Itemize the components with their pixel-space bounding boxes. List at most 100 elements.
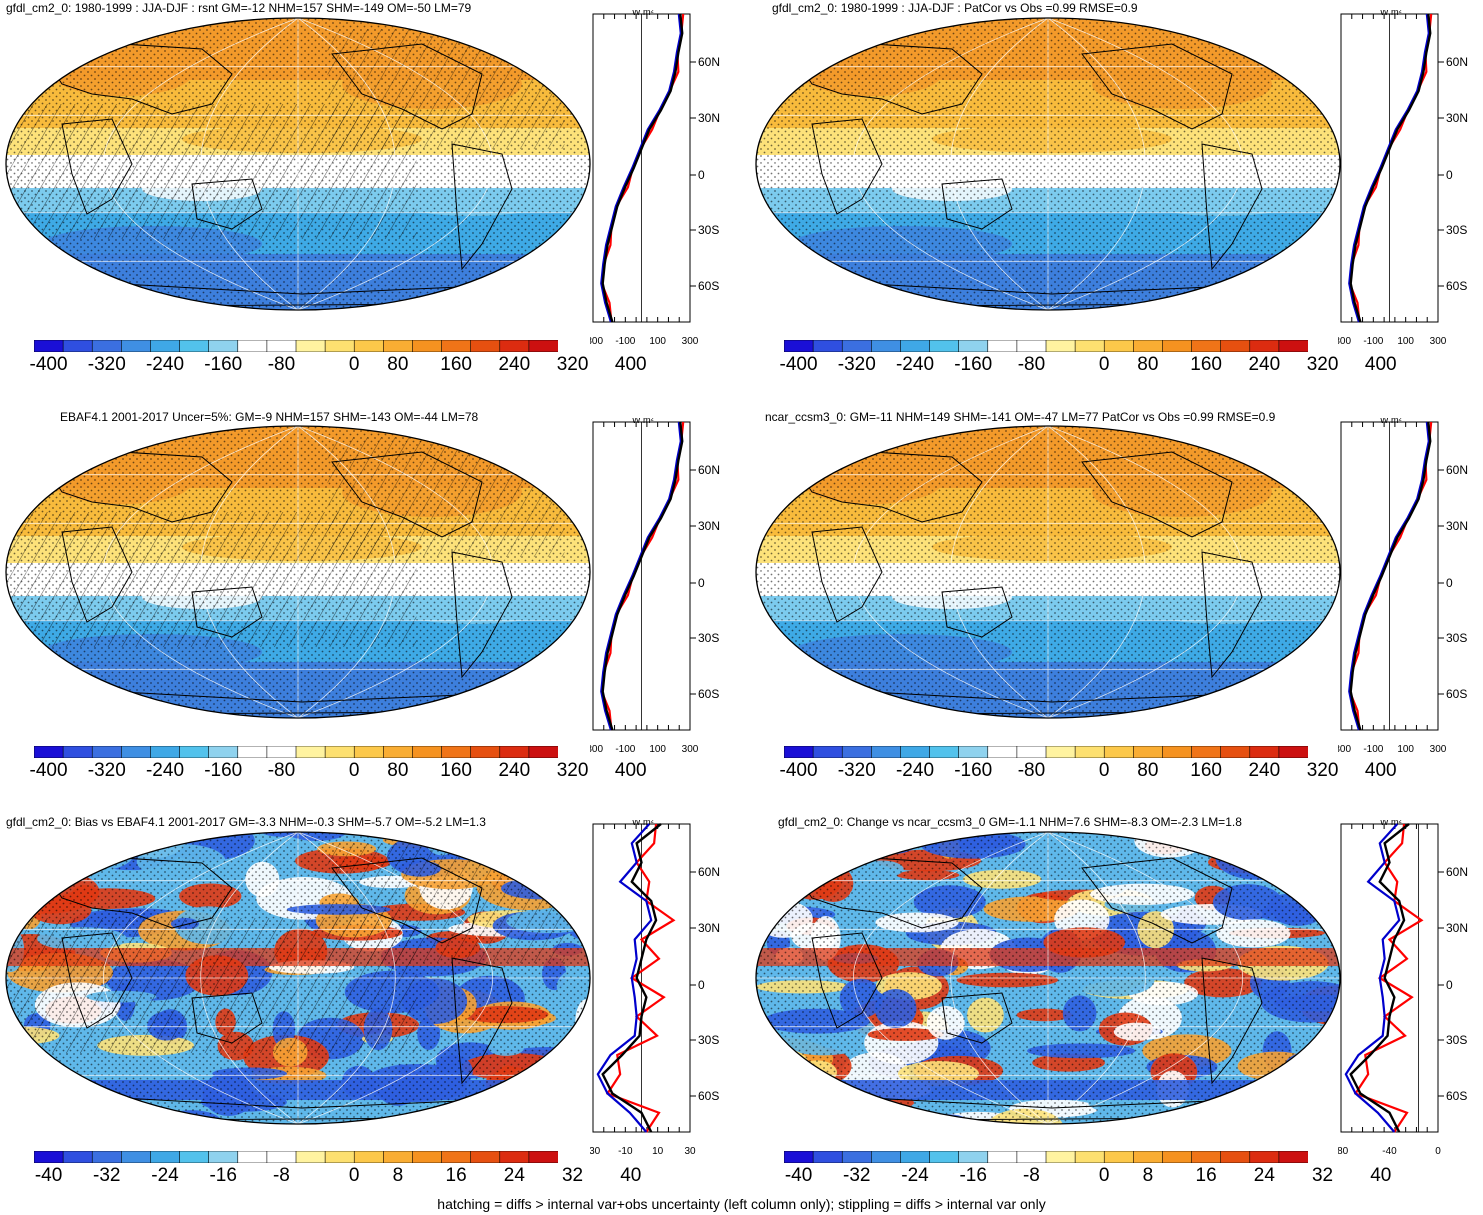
- colorbar-tick-label: -240: [145, 760, 185, 781]
- colorbar-swatch: [1220, 746, 1251, 758]
- colorbar-swatch: [441, 340, 472, 352]
- profile-lat-label: 0: [698, 168, 705, 182]
- profile-units: W m²: [632, 820, 654, 827]
- colorbar-swatch: [208, 1151, 239, 1163]
- profile-lat-label: 30S: [698, 223, 719, 237]
- colorbar-labels-2: -400 -320 -240 -160 -80 0 80 160 240 320 400: [780, 354, 1397, 378]
- colorbar-swatch: [470, 1151, 501, 1163]
- colorbar-tick-label: -32: [843, 1165, 871, 1186]
- colorbar-tick-label: 240: [1248, 760, 1281, 781]
- zonal-profile-3: 60N 30N 0 30S 60S W m² -300 -100 100 300: [590, 418, 720, 755]
- colorbar-labels-3: -400 -320 -240 -160 -80 0 80 160 240 320 400: [30, 760, 647, 784]
- colorbar-tick-label: -16: [209, 1165, 237, 1186]
- colorbar-tick-label: -80: [267, 354, 296, 375]
- colorbar-tick-label: 160: [1190, 760, 1222, 781]
- map-panel-3: [5, 425, 591, 719]
- zonal-profile-6: 60N 30N 0 30S 60S W m² -80 -40 0: [1338, 820, 1468, 1157]
- colorbar-swatch: [1220, 1151, 1251, 1163]
- colorbar-swatch: [499, 746, 530, 758]
- profile-x-label: 30: [684, 1146, 696, 1157]
- map-panel-6: [755, 831, 1341, 1125]
- colorbar-swatch: [1249, 1151, 1280, 1163]
- colorbar-swatch: [812, 1151, 844, 1163]
- profile-x-label: -10: [618, 1146, 633, 1157]
- profile-lat-label: 60N: [698, 55, 720, 69]
- colorbar-tick-label: -80: [267, 760, 296, 781]
- colorbar-swatch: [266, 1151, 297, 1163]
- colorbar-swatch: [150, 340, 181, 352]
- colorbar-tick-label: -160: [954, 760, 993, 781]
- colorbar-tick-label: -160: [204, 354, 243, 375]
- profile-lat-label: 30S: [1446, 631, 1467, 645]
- profile-lat-label: 30N: [1446, 111, 1468, 125]
- profile-units: W m²: [1380, 10, 1402, 17]
- profile-lat-label: 0: [1446, 978, 1453, 992]
- colorbar-swatch: [871, 340, 902, 352]
- colorbar-swatch: [34, 1151, 64, 1163]
- colorbar-tick-label: -320: [837, 760, 876, 781]
- colorbar-swatch: [91, 340, 123, 352]
- panel-title-1: gfdl_cm2_0: 1980-1999 : JJA-DJF : rsnt G…: [6, 1, 472, 15]
- profile-lat-label: 60N: [1446, 865, 1468, 879]
- colorbar-tick-label: -160: [204, 760, 243, 781]
- colorbar-tick-label: 80: [387, 760, 409, 781]
- colorbar-swatch: [62, 1151, 94, 1163]
- profile-lat-label: 60N: [698, 463, 720, 477]
- profile-x-label: 100: [1397, 336, 1414, 347]
- profile-units: W m²: [1380, 820, 1402, 827]
- colorbar-swatch: [841, 1151, 873, 1163]
- colorbar-tick-label: 320: [556, 354, 589, 375]
- colorbar-tick-label: 80: [387, 354, 409, 375]
- profile-x-label: 100: [1397, 744, 1414, 755]
- colorbar-tick-label: 24: [503, 1165, 525, 1186]
- colorbar-3: [34, 746, 558, 758]
- colorbar-5: [34, 1151, 558, 1163]
- colorbar-swatch: [383, 1151, 414, 1163]
- colorbar-swatch: [179, 746, 210, 758]
- colorbar-tick-label: 0: [1098, 1165, 1110, 1186]
- colorbar-swatch: [441, 1151, 472, 1163]
- colorbar-2: [784, 340, 1308, 352]
- colorbar-swatch: [179, 1151, 210, 1163]
- colorbar-swatch: [1074, 1151, 1106, 1163]
- zonal-profile-2: 60N 30N 0 30S 60S W m² -300 -100 100 300: [1338, 10, 1468, 347]
- colorbar-swatch: [121, 1151, 152, 1163]
- profile-units: W m²: [1380, 418, 1402, 425]
- colorbar-swatch: [1103, 340, 1135, 352]
- colorbar-swatch: [208, 746, 239, 758]
- colorbar-labels-4: -400 -320 -240 -160 -80 0 80 160 240 320 400: [780, 760, 1397, 784]
- profile-x-label: 0: [1435, 1146, 1441, 1157]
- colorbar-swatch: [1191, 1151, 1222, 1163]
- colorbar-tick-label: -320: [837, 354, 876, 375]
- colorbar-swatch: [1103, 746, 1135, 758]
- map-panel-4: [755, 425, 1341, 719]
- profile-units: W m²: [632, 418, 654, 425]
- profile-x-label: -100: [615, 336, 635, 347]
- colorbar-swatch: [1133, 746, 1164, 758]
- panel-title-5: gfdl_cm2_0: Bias vs EBAF4.1 2001-2017 GM…: [6, 815, 486, 829]
- profile-lat-label: 30S: [1446, 1033, 1467, 1047]
- profile-x-label: 300: [1430, 744, 1447, 755]
- profile-lat-label: 60N: [1446, 55, 1468, 69]
- map-panel-5: [5, 831, 591, 1125]
- colorbar-swatch: [208, 340, 239, 352]
- colorbar-tick-label: 32: [561, 1165, 584, 1186]
- colorbar-tick-label: 40: [620, 1165, 642, 1186]
- colorbar-swatch: [179, 340, 210, 352]
- colorbar-swatch: [1045, 746, 1076, 758]
- colorbar-swatch: [1162, 746, 1193, 758]
- profile-x-label: -300: [1338, 744, 1351, 755]
- colorbar-tick-label: 80: [1137, 354, 1159, 375]
- colorbar-swatch: [324, 746, 356, 758]
- colorbar-tick-label: -8: [272, 1165, 290, 1186]
- profile-lat-label: 60S: [698, 279, 719, 293]
- zonal-profile-4: 60N 30N 0 30S 60S W m² -300 -100 100 300: [1338, 418, 1468, 755]
- profile-lat-label: 60N: [698, 865, 720, 879]
- profile-lat-label: 30S: [698, 1033, 719, 1047]
- colorbar-swatch: [499, 1151, 530, 1163]
- colorbar-swatch: [295, 746, 326, 758]
- colorbar-swatch: [324, 1151, 356, 1163]
- profile-lat-label: 30N: [698, 111, 720, 125]
- profile-x-label: 10: [652, 1146, 664, 1157]
- colorbar-swatch: [812, 340, 844, 352]
